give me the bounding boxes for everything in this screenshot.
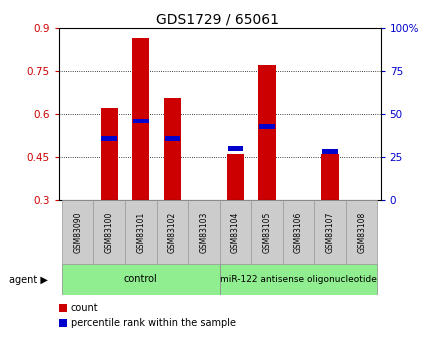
Bar: [164, 136, 180, 141]
Bar: [345, 200, 377, 264]
Bar: [227, 146, 243, 151]
Bar: [163, 98, 181, 200]
Text: GSM83090: GSM83090: [73, 211, 82, 253]
Text: GSM83106: GSM83106: [293, 211, 302, 253]
Text: count: count: [71, 303, 99, 313]
Bar: [321, 154, 338, 200]
Text: GSM83102: GSM83102: [168, 211, 177, 253]
Bar: [156, 200, 187, 264]
Bar: [258, 65, 275, 200]
Text: GSM83103: GSM83103: [199, 211, 208, 253]
Text: GSM83100: GSM83100: [105, 211, 113, 253]
Bar: [219, 264, 377, 295]
Bar: [93, 200, 125, 264]
Bar: [226, 154, 243, 200]
Bar: [259, 125, 274, 129]
Bar: [62, 200, 93, 264]
Bar: [132, 38, 149, 200]
Bar: [125, 200, 156, 264]
Text: agent ▶: agent ▶: [9, 275, 47, 285]
Bar: [219, 200, 251, 264]
Bar: [282, 200, 314, 264]
Text: GSM83101: GSM83101: [136, 211, 145, 253]
Text: GSM83108: GSM83108: [356, 211, 365, 253]
Text: GSM83105: GSM83105: [262, 211, 271, 253]
Bar: [62, 264, 219, 295]
Bar: [322, 149, 337, 154]
Bar: [187, 200, 219, 264]
Text: control: control: [124, 275, 157, 284]
Text: percentile rank within the sample: percentile rank within the sample: [71, 318, 235, 328]
Text: GSM83107: GSM83107: [325, 211, 334, 253]
Text: GDS1729 / 65061: GDS1729 / 65061: [156, 12, 278, 26]
Bar: [251, 200, 282, 264]
Text: GSM83104: GSM83104: [230, 211, 240, 253]
Bar: [101, 136, 117, 141]
Text: miR-122 antisense oligonucleotide: miR-122 antisense oligonucleotide: [220, 275, 376, 284]
Bar: [314, 200, 345, 264]
Bar: [100, 108, 118, 200]
Bar: [133, 119, 148, 124]
